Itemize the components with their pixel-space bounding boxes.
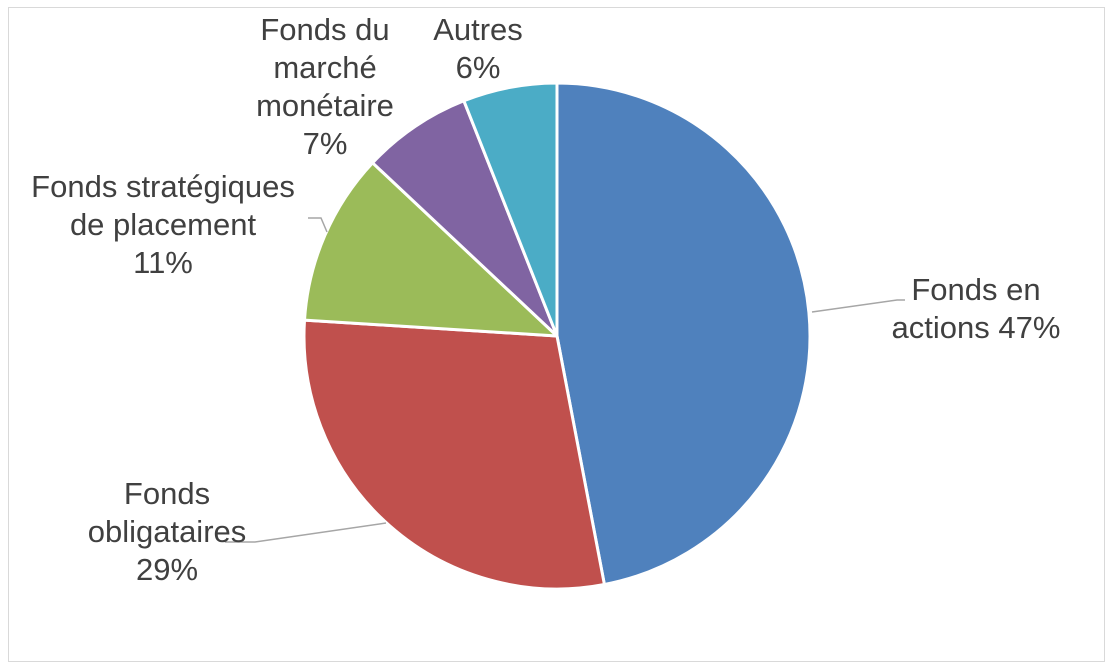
data-label-fonds-du-march-mon-taire: Fonds du marché monétaire 7%	[256, 12, 394, 161]
data-label-line: Fonds du	[260, 12, 389, 47]
data-label-line: Fonds en	[911, 272, 1040, 307]
data-label-line: obligataires	[88, 514, 247, 549]
data-label-fonds-strat-giques-de-placement: Fonds stratégiques de placement 11%	[31, 169, 295, 280]
data-label-line: monétaire	[256, 88, 394, 123]
data-label-line: Fonds stratégiques	[31, 169, 295, 204]
leader-line-fonds-obligataires	[225, 522, 387, 543]
leader-lines-layer	[225, 217, 905, 543]
data-label-line: 7%	[303, 126, 348, 161]
data-label-line: Fonds	[124, 476, 210, 511]
pie-slice-autres	[462, 81, 559, 338]
labels-layer: Fonds en actions 47%Fonds obligataires 29%F…	[31, 12, 1060, 587]
data-label-line: de placement	[70, 207, 257, 242]
data-label-line: Autres	[433, 12, 523, 47]
data-label-line: marché	[273, 50, 376, 85]
data-label-line: 6%	[456, 50, 501, 85]
data-label-line: 29%	[136, 552, 198, 587]
leader-line-fonds-en-actions	[811, 299, 905, 313]
data-label-line: actions 47%	[892, 310, 1061, 345]
leader-line-fonds-strat-giques-de-placement	[308, 217, 328, 233]
pie-slice-fonds-obligataires	[302, 318, 606, 591]
pie-slice-fonds-en-actions	[555, 81, 812, 587]
data-label-fonds-en-actions: Fonds en actions 47%	[892, 272, 1061, 345]
pie-slice-fonds-du-march-mon-taire	[371, 99, 559, 338]
data-label-line: 11%	[133, 245, 193, 280]
pie-slice-fonds-strat-giques-de-placement	[303, 161, 559, 338]
data-label-autres: Autres 6%	[433, 12, 523, 85]
data-label-fonds-obligataires: Fonds obligataires 29%	[88, 476, 247, 587]
slices-layer	[302, 81, 812, 591]
